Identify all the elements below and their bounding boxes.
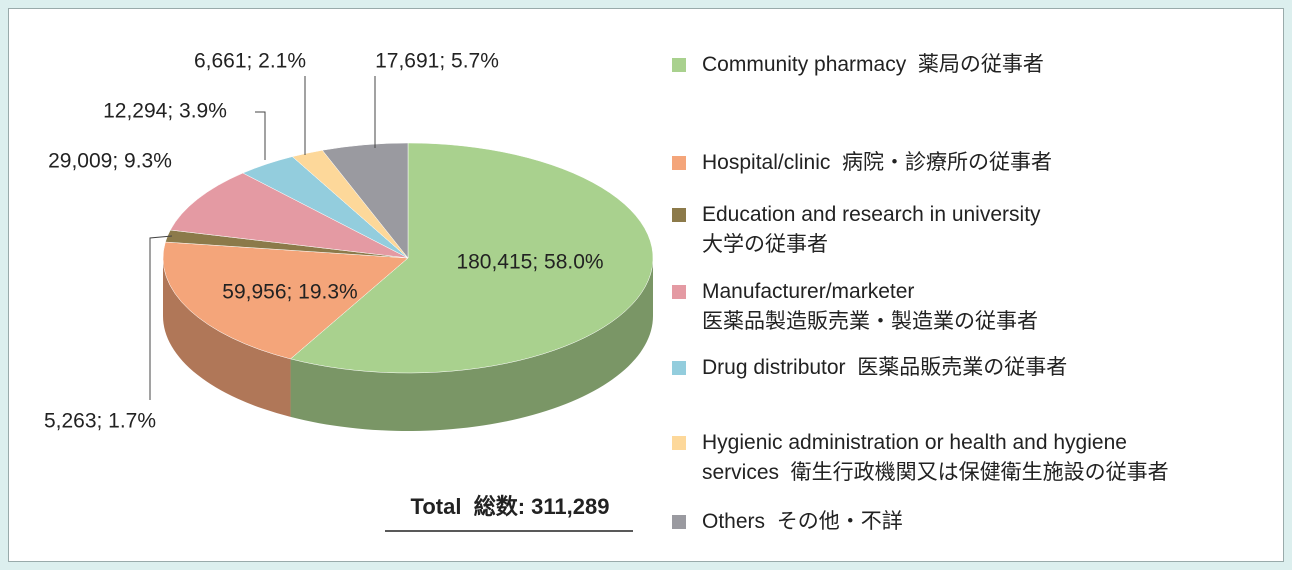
legend-label: Drug distributor 医薬品販売業の従事者 [702,356,1068,379]
slice-side [163,258,291,417]
legend-label: Education and research in university 大学の… [702,203,1041,256]
data-label: 6,661; 2.1% [194,50,306,73]
legend-label: Others その他・不詳 [702,510,903,533]
legend-swatch [672,515,686,529]
data-label: 12,294; 3.9% [103,100,227,123]
leader-line [149,235,173,400]
data-label: 59,956; 19.3% [222,281,357,304]
legend-label: Manufacturer/marketer 医薬品製造販売業・製造業の従事者 [702,280,1038,333]
slice [169,172,409,259]
total-label: Total 総数: 311,289 [411,494,610,519]
data-label: 180,415; 58.0% [456,251,603,274]
data-label: 29,009; 9.3% [48,150,172,173]
legend-swatch [672,436,686,450]
slice [290,142,654,374]
legend-swatch [672,285,686,299]
data-label: 5,263; 1.7% [44,410,156,433]
leader-line [255,111,266,160]
slice [321,142,409,259]
legend-swatch [672,208,686,222]
slice [162,241,409,360]
slice-side [290,258,653,431]
legend-swatch [672,58,686,72]
legend-swatch [672,156,686,170]
data-label: 17,691; 5.7% [375,50,499,73]
legend-label: Community pharmacy 薬局の従事者 [702,53,1044,76]
legend-swatch [672,361,686,375]
legend-label: Hygienic administration or health and hy… [702,431,1169,484]
legend-label: Hospital/clinic 病院・診療所の従事者 [702,151,1053,174]
